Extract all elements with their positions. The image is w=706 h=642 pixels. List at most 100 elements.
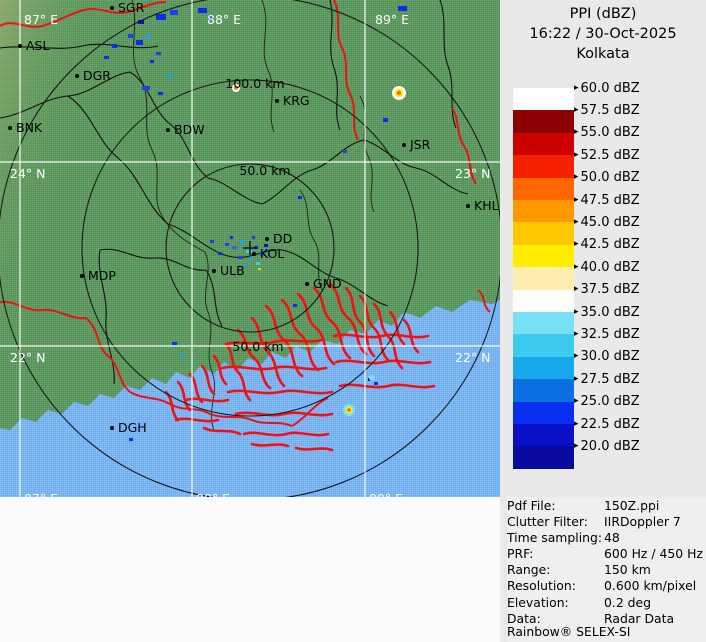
legend-band-47p5[interactable]	[513, 200, 574, 223]
station-marker-ulb[interactable]: ULB	[212, 263, 245, 278]
legend-arrow-icon: ▸	[574, 172, 579, 183]
station-dot-icon	[466, 204, 470, 208]
station-marker-dd[interactable]: DD	[265, 231, 293, 246]
legend-arrow-icon: ▸	[574, 440, 579, 451]
station-marker-dgr[interactable]: DGR	[75, 68, 111, 83]
graticule-label: 23° N	[455, 166, 491, 181]
station-marker-bnk[interactable]: BNK	[8, 120, 43, 135]
metadata-key: Elevation:	[507, 594, 569, 610]
legend-tick-label: 47.5 dBZ	[580, 192, 640, 208]
station-label: MDP	[88, 268, 116, 283]
metadata-row: Resolution: 0.600 km/pixel	[507, 578, 703, 594]
station-marker-jsr[interactable]: JSR	[402, 138, 430, 151]
station-label: BNK	[16, 120, 43, 135]
range-ring-100km	[81, 79, 419, 417]
legend-tick-label: 52.5 dBZ	[580, 147, 640, 163]
legend-band-37p5[interactable]	[513, 289, 574, 312]
station-label: DGR	[83, 68, 111, 83]
range-rings	[0, 0, 500, 497]
station-marker-gnd[interactable]: GND	[305, 276, 342, 291]
station-dot-icon	[305, 282, 309, 286]
graticule-label: 89° E	[369, 491, 403, 497]
legend-band-40[interactable]	[513, 267, 574, 290]
station-label: SGR	[118, 0, 145, 15]
legend-tick-label: 45.0 dBZ	[580, 214, 640, 230]
legend-tick-45: ▸ 45.0 dBZ	[574, 211, 640, 233]
radar-site-name: Kolkata	[576, 46, 630, 62]
station-marker-bdw[interactable]: BDW	[166, 122, 205, 137]
legend-band-45[interactable]	[513, 222, 574, 245]
legend-tick-52p5: ▸ 52.5 dBZ	[574, 144, 640, 166]
legend-band-25[interactable]	[513, 401, 574, 424]
legend-tick-20: ▸ 20.0 dBZ	[574, 435, 640, 457]
legend-band-27p5[interactable]	[513, 379, 574, 402]
legend-arrow-icon: ▸	[574, 418, 579, 429]
station-dot-icon	[265, 237, 269, 241]
station-label: BDW	[174, 122, 205, 137]
legend-arrow-icon: ▸	[574, 328, 579, 339]
metadata-key: Resolution:	[507, 578, 576, 594]
legend-tick-35: ▸ 35.0 dBZ	[574, 301, 640, 323]
legend-band-50[interactable]	[513, 177, 574, 200]
highlight-boundary	[0, 0, 491, 427]
legend-tick-label: 50.0 dBZ	[580, 170, 640, 186]
legend-tick-label: 42.5 dBZ	[580, 237, 640, 253]
legend-tick-label: 25.0 dBZ	[580, 394, 640, 410]
station-label: DD	[273, 231, 293, 246]
legend-band-30[interactable]	[513, 356, 574, 380]
station-marker-sgr[interactable]: SGR	[110, 0, 145, 15]
admin-boundaries	[0, 0, 469, 385]
metadata-value: 150 km	[604, 562, 651, 578]
legend-tick-label: 27.5 dBZ	[580, 371, 640, 387]
station-marker-khl[interactable]: KHL	[466, 199, 499, 212]
station-label: ULB	[220, 263, 245, 278]
legend-band-22p5[interactable]	[513, 424, 574, 447]
legend-arrow-icon: ▸	[574, 284, 579, 295]
station-label: GND	[313, 276, 342, 291]
graticule-label: 89° E	[375, 12, 410, 27]
station-marker-dgh[interactable]: DGH	[110, 421, 147, 434]
station-label: KOL	[260, 246, 285, 261]
station-dot-icon	[212, 269, 216, 273]
blank-area	[0, 497, 500, 642]
station-dot-icon	[252, 252, 256, 256]
metadata-key: Pdf File:	[507, 498, 556, 513]
metadata-value: IIRDoppler 7	[604, 514, 681, 530]
legend-arrow-icon: ▸	[574, 306, 579, 317]
legend-tick-label: 30.0 dBZ	[580, 349, 640, 365]
legend-tick-30: ▸ 30.0 dBZ	[574, 346, 640, 368]
station-label: ASL	[26, 38, 50, 53]
legend-tick-32p5: ▸ 32.5 dBZ	[574, 323, 640, 345]
legend-tick-label: 37.5 dBZ	[580, 282, 640, 298]
legend-tick-22p5: ▸ 22.5 dBZ	[574, 413, 640, 435]
legend-arrow-icon: ▸	[574, 396, 579, 407]
radar-ppi-image[interactable]	[0, 0, 500, 497]
metadata-value: 0.600 km/pixel	[604, 578, 697, 594]
legend-band-55[interactable]	[513, 132, 574, 156]
legend-tick-label: 20.0 dBZ	[580, 438, 640, 454]
legend-tick-47p5: ▸ 47.5 dBZ	[574, 189, 640, 211]
station-marker-krg[interactable]: KRG	[275, 94, 310, 107]
legend-band-32p5[interactable]	[513, 334, 574, 357]
dbz-color-legend[interactable]: ▸ 60.0 dBZ ▸ 57.5 dBZ ▸ 55.0 dBZ ▸ 52.5 dBZ ▸ 50.…	[513, 82, 699, 480]
scan-metadata-panel: Pdf File: 150Z.ppi Clutter Filter: IIRDoppl…	[507, 497, 706, 642]
legend-band-42p5[interactable]	[513, 244, 574, 268]
legend-arrow-icon: ▸	[574, 104, 579, 115]
radar-map-panel[interactable]: SGR ASL DGR BNK BDW KRG JSR KHL DD KOL ULB GND MDP DG…	[0, 0, 500, 497]
legend-band-57p5[interactable]	[513, 110, 574, 133]
software-brand-label: Rainbow® SELEX-SI	[507, 624, 631, 639]
station-marker-mdp[interactable]: MDP	[80, 268, 116, 283]
station-dot-icon	[275, 99, 279, 103]
station-marker-asl[interactable]: ASL	[18, 38, 50, 53]
legend-band-20[interactable]	[513, 446, 574, 469]
graticule	[0, 0, 500, 497]
graticule-label: 88° E	[196, 491, 230, 497]
legend-band-52p5[interactable]	[513, 155, 574, 178]
legend-arrow-icon: ▸	[574, 261, 579, 272]
station-marker-kol[interactable]: KOL	[252, 246, 285, 261]
legend-band-60[interactable]	[513, 88, 574, 111]
graticule-label: 24° N	[10, 166, 46, 181]
range-ring-label: 50.0 km	[232, 339, 284, 354]
legend-band-35[interactable]	[513, 312, 574, 335]
strong-echo-cells	[232, 84, 406, 416]
